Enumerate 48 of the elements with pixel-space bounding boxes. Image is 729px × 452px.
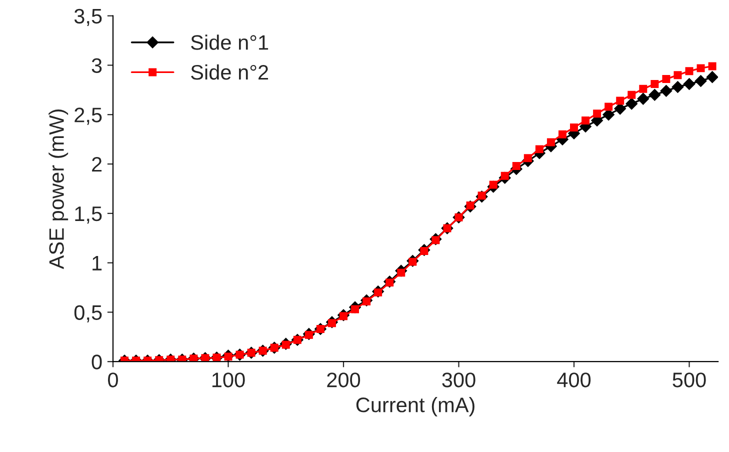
- point: [648, 88, 661, 101]
- point: [683, 78, 696, 90]
- point: [637, 92, 650, 105]
- legend-label: Side n°1: [191, 34, 268, 50]
- y-tick-label: 3: [92, 58, 102, 73]
- point: [672, 81, 684, 93]
- x-tick-label: 100: [212, 372, 245, 388]
- point: [178, 356, 186, 362]
- point: [662, 75, 670, 84]
- x-tick-label: 300: [442, 372, 476, 388]
- point: [558, 130, 566, 138]
- point: [155, 356, 164, 362]
- y-tick-label: 2: [92, 157, 102, 172]
- point: [535, 145, 544, 154]
- point: [570, 123, 578, 132]
- legend-label: Side n°2: [191, 64, 268, 80]
- point: [706, 71, 718, 83]
- y-tick-label: 1,5: [75, 206, 102, 224]
- x-tick-label: 0: [108, 372, 118, 388]
- y-axis-title: ASE power (mW): [48, 110, 68, 270]
- y-tick-label: 1: [92, 256, 102, 270]
- point: [593, 110, 602, 118]
- point: [546, 138, 555, 146]
- point: [685, 67, 694, 76]
- y-tick-label: 3,5: [74, 8, 102, 26]
- point: [626, 98, 638, 110]
- y-tick-label: 0: [92, 354, 102, 370]
- point: [708, 62, 716, 70]
- point: [660, 84, 672, 97]
- y-tick-label: 0,5: [74, 305, 102, 322]
- point: [639, 84, 648, 93]
- point: [224, 352, 232, 361]
- point: [512, 162, 520, 170]
- point: [524, 154, 532, 162]
- point: [582, 116, 590, 125]
- point: [628, 90, 636, 99]
- point: [616, 96, 624, 105]
- x-axis-title: Current (mA): [356, 396, 474, 416]
- x-tick-label: 400: [557, 372, 591, 388]
- point: [650, 80, 659, 88]
- point: [604, 102, 613, 111]
- point: [166, 356, 175, 362]
- point: [674, 71, 682, 80]
- y-tick-label: 2,5: [74, 108, 102, 125]
- x-tick-label: 200: [327, 372, 360, 388]
- point: [694, 75, 707, 87]
- point: [696, 64, 705, 72]
- x-tick-label: 500: [672, 372, 706, 388]
